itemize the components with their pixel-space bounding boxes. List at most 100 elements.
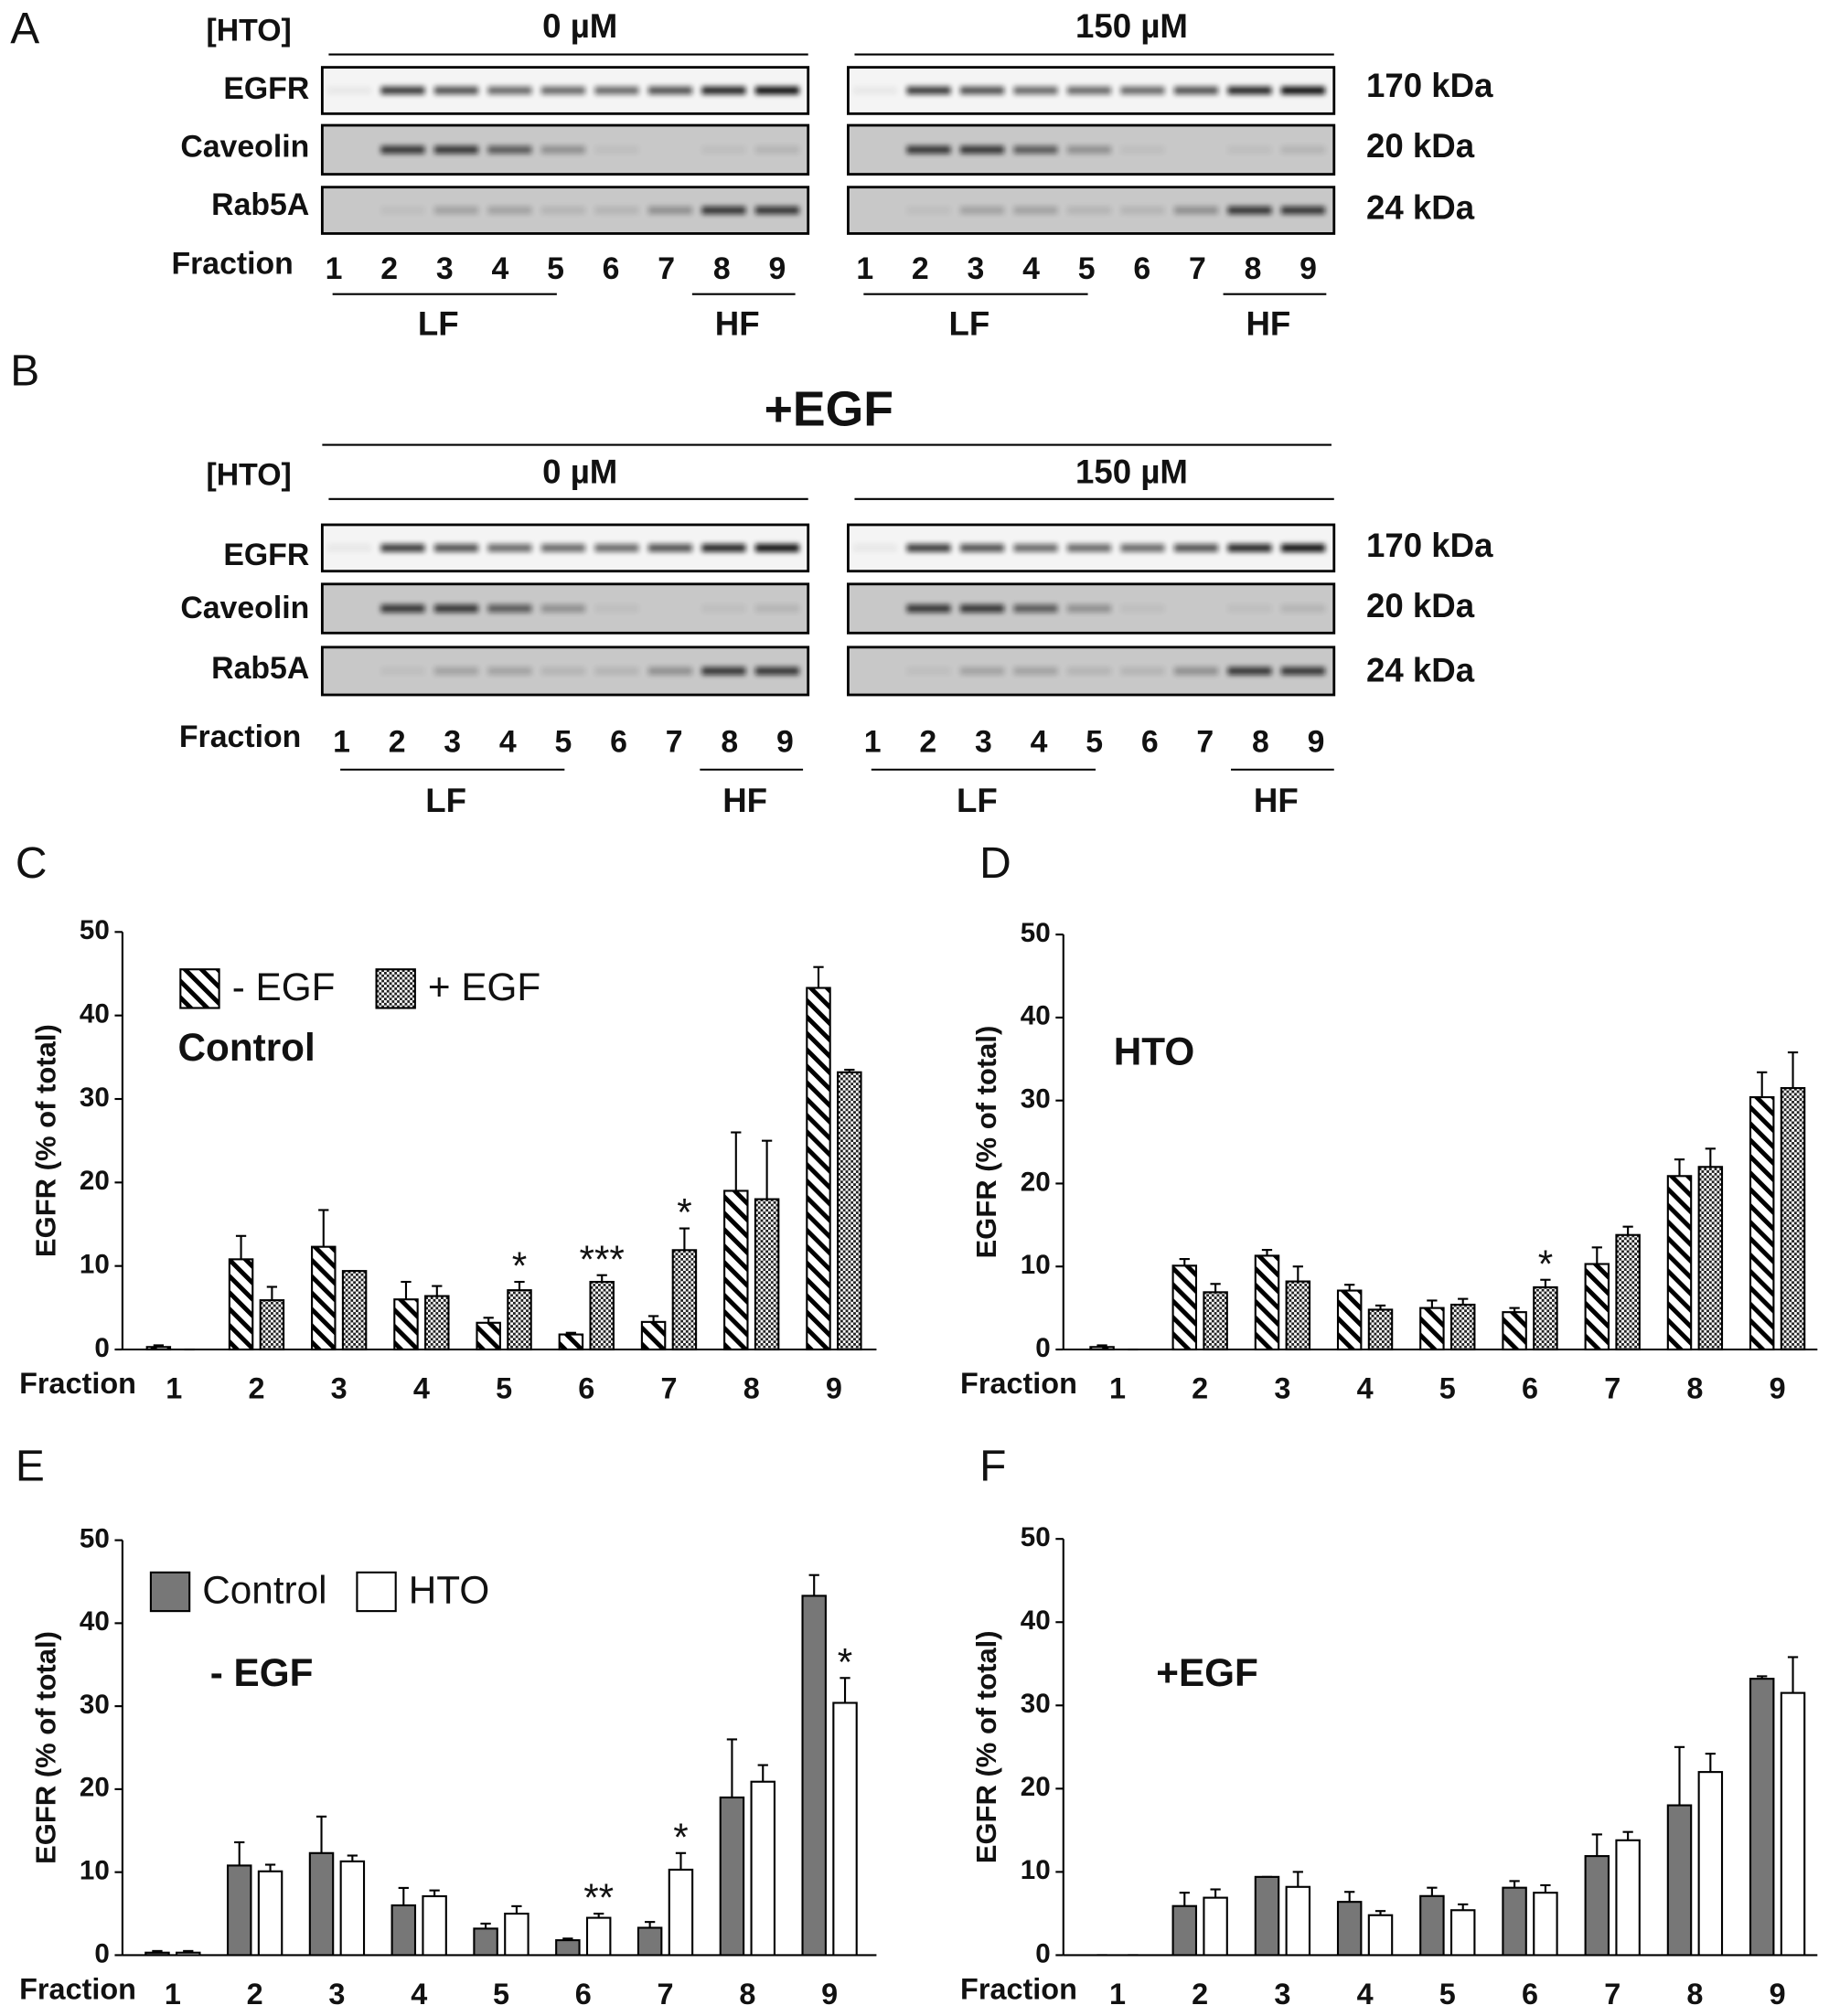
blot-band bbox=[433, 145, 478, 155]
x-tick-label: 5 bbox=[1439, 1372, 1456, 1405]
blot-band bbox=[960, 667, 1004, 676]
bar bbox=[1285, 1280, 1311, 1351]
legend-label: HTO bbox=[409, 1569, 489, 1612]
blot-band bbox=[1120, 145, 1165, 155]
blot-band bbox=[380, 604, 425, 613]
bar bbox=[671, 1249, 698, 1351]
x-tick-label: 7 bbox=[1604, 1978, 1620, 2011]
blot-band bbox=[1067, 86, 1111, 95]
row-label: EGFR bbox=[223, 538, 309, 572]
y-tick-label: 50 bbox=[1021, 1522, 1051, 1552]
bar bbox=[1533, 1892, 1558, 1957]
x-tick-label: 2 bbox=[248, 1372, 264, 1405]
group-label: LF bbox=[957, 782, 998, 819]
blot-band bbox=[906, 544, 951, 552]
hto-label: [HTO] bbox=[207, 13, 292, 48]
fraction-number: 8 bbox=[1252, 725, 1269, 760]
blot-band bbox=[701, 145, 746, 155]
bar bbox=[1533, 1285, 1558, 1351]
panel-label: B bbox=[10, 347, 39, 396]
blot-band bbox=[594, 604, 639, 613]
row-label: Rab5A bbox=[211, 651, 309, 686]
blot-band bbox=[540, 206, 585, 215]
bar bbox=[257, 1870, 283, 1957]
blot-band bbox=[487, 544, 532, 552]
y-tick-label: 30 bbox=[80, 1083, 110, 1113]
blot-band bbox=[487, 86, 532, 95]
fraction-label: Fraction bbox=[179, 720, 301, 754]
significance-marker: * bbox=[1538, 1243, 1553, 1285]
bar bbox=[1285, 1885, 1311, 1957]
y-tick-label: 50 bbox=[1021, 918, 1051, 948]
y-tick-label: 20 bbox=[80, 1166, 110, 1196]
fraction-number: 5 bbox=[1086, 725, 1103, 760]
blot-band bbox=[960, 86, 1004, 95]
x-tick-label: 1 bbox=[165, 1978, 181, 2011]
fraction-number: 9 bbox=[1308, 725, 1325, 760]
blot-band bbox=[433, 206, 478, 215]
x-tick-label: 1 bbox=[1109, 1978, 1126, 2011]
blot-band bbox=[433, 667, 478, 676]
blot-band bbox=[906, 667, 951, 676]
fraction-number: 3 bbox=[975, 725, 992, 760]
bar bbox=[640, 1320, 667, 1351]
bar bbox=[801, 1595, 827, 1957]
legend-swatch bbox=[179, 968, 220, 1009]
blot-band bbox=[1067, 206, 1111, 215]
group-label: HF bbox=[715, 305, 760, 343]
y-tick-label: 10 bbox=[1021, 1855, 1051, 1885]
x-tick-label: 2 bbox=[1192, 1372, 1208, 1405]
y-tick-label: 30 bbox=[1021, 1084, 1051, 1115]
bar bbox=[668, 1868, 694, 1957]
row-label: Caveolin bbox=[180, 129, 309, 164]
blot-band bbox=[906, 206, 951, 215]
blot-band bbox=[380, 86, 425, 95]
x-tick-label: 9 bbox=[1770, 1372, 1786, 1405]
fraction-number: 2 bbox=[912, 251, 929, 286]
bar bbox=[504, 1912, 529, 1957]
legend-swatch bbox=[149, 1571, 191, 1613]
y-tick-label: 50 bbox=[80, 1523, 110, 1553]
x-tick-label: 3 bbox=[328, 1978, 345, 2011]
hto-label: [HTO] bbox=[207, 458, 292, 493]
bar bbox=[837, 1071, 862, 1351]
bar bbox=[636, 1926, 663, 1957]
blot-band bbox=[540, 604, 585, 613]
x-axis-label: Fraction bbox=[960, 1972, 1077, 2005]
x-tick-label: 8 bbox=[1686, 1978, 1703, 2011]
y-tick-label: 40 bbox=[80, 998, 110, 1029]
y-tick-label: 10 bbox=[80, 1249, 110, 1279]
blot-band bbox=[1067, 544, 1111, 552]
x-tick-label: 3 bbox=[1274, 1372, 1290, 1405]
y-tick-label: 20 bbox=[1021, 1167, 1051, 1197]
bar bbox=[1367, 1308, 1394, 1351]
blot-band bbox=[594, 206, 639, 215]
bar bbox=[390, 1904, 417, 1957]
size-label: 170 kDa bbox=[1366, 527, 1493, 564]
blot-band bbox=[540, 667, 585, 676]
x-tick-label: 2 bbox=[247, 1978, 263, 2011]
blot-band bbox=[1280, 667, 1325, 676]
row-label: Caveolin bbox=[180, 591, 309, 625]
blot-band bbox=[1280, 86, 1325, 95]
x-tick-label: 4 bbox=[1357, 1978, 1374, 2011]
fraction-number: 2 bbox=[919, 725, 936, 760]
x-tick-label: 4 bbox=[411, 1978, 427, 2011]
size-label: 170 kDa bbox=[1366, 67, 1493, 104]
bar bbox=[1584, 1855, 1610, 1957]
blot-band bbox=[380, 206, 425, 215]
bar bbox=[1336, 1901, 1363, 1957]
bar bbox=[1336, 1289, 1363, 1351]
blot-band bbox=[960, 544, 1004, 552]
fraction-number: 3 bbox=[968, 251, 985, 286]
y-axis-label: EGFR (% of total) bbox=[970, 1630, 1002, 1863]
blot-band bbox=[701, 604, 746, 613]
legend-label: Control bbox=[202, 1569, 326, 1612]
blot-band bbox=[1013, 145, 1058, 155]
fraction-number: 8 bbox=[713, 251, 731, 286]
blot-band bbox=[1120, 206, 1165, 215]
blot-band bbox=[326, 86, 371, 95]
y-tick-label: 20 bbox=[80, 1773, 110, 1803]
bar bbox=[723, 1189, 749, 1351]
bar bbox=[339, 1860, 366, 1957]
